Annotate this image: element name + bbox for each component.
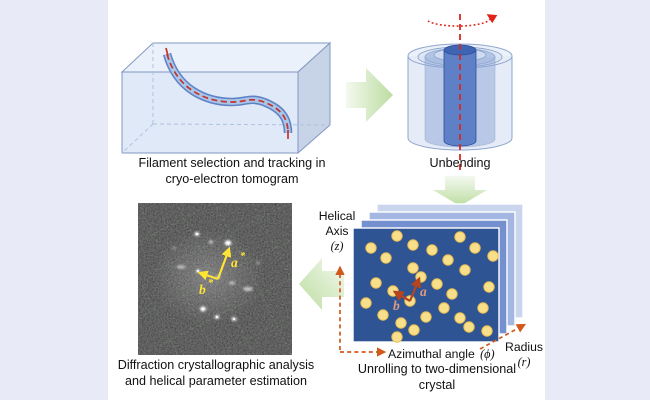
- unbending-caption: Unbending: [410, 156, 510, 172]
- crystal-caption-line1: Unrolling to two-dimensional: [357, 362, 517, 376]
- reciprocal-vector-a: [216, 246, 232, 280]
- lattice-dot: [360, 297, 372, 309]
- diffraction-spot-core: [196, 269, 200, 273]
- diffraction-spot: [228, 281, 236, 285]
- box-hidden-edges: [121, 43, 331, 154]
- resample-grid-line: [214, 315, 292, 355]
- rotation-arrow: [427, 14, 498, 27]
- resample-grid-line: [138, 203, 216, 243]
- tracking-line: [166, 53, 289, 134]
- lattice-dot: [483, 281, 495, 293]
- reciprocal-a-label: a: [231, 255, 238, 270]
- diffraction-spot: [176, 265, 186, 269]
- flow-arrow-left-shape: [299, 258, 344, 310]
- flow-arrow-down: [433, 176, 487, 206]
- diffraction-spot-core: [215, 315, 219, 319]
- diffraction-spot-core: [232, 317, 236, 321]
- unbending-cylinder-graphic: [407, 14, 513, 172]
- vector-a: [408, 276, 421, 302]
- flow-arrow-left: [299, 258, 344, 310]
- diffraction-spot: [172, 246, 176, 250]
- reciprocal-b-star: *: [208, 278, 214, 289]
- diffraction-spot-core: [195, 232, 199, 236]
- lattice-dot: [438, 302, 450, 314]
- helical-axis-label-line1: Helical: [318, 209, 356, 223]
- flow-arrow-right-shape: [346, 68, 393, 122]
- lattice-dot: [395, 317, 407, 329]
- diffraction-spot-core: [226, 241, 230, 245]
- lattice-dot: [380, 252, 392, 264]
- lattice-dot: [365, 242, 377, 254]
- reciprocal-b-label: b: [199, 282, 206, 297]
- vector-b-label: b: [393, 298, 400, 313]
- lattice-dot: [407, 239, 419, 251]
- crystal-caption: Unrolling to two-dimensional crystal: [342, 362, 532, 393]
- diffraction-pattern-graphic: a * b *: [138, 203, 292, 355]
- helical-axis-label: Helical Axis (z): [312, 209, 362, 255]
- lattice-vectors: [392, 276, 421, 302]
- lattice-dot: [377, 309, 389, 321]
- lattice-dot: [487, 250, 499, 262]
- lattice-dot: [391, 230, 403, 242]
- unbending-caption-text: Unbending: [429, 156, 491, 170]
- lattice-dot: [477, 302, 489, 314]
- diffraction-spot: [208, 240, 214, 244]
- diffraction-caption-line2: and helical parameter estimation: [124, 373, 307, 388]
- radius-label-text: Radius: [505, 340, 543, 354]
- lattice-dot: [454, 312, 466, 324]
- flow-arrow-down-shape: [433, 176, 487, 206]
- lattice-dot: [459, 264, 471, 276]
- lattice-dot: [387, 285, 399, 297]
- lattice-dot: [446, 288, 458, 300]
- reciprocal-a-star: *: [240, 251, 246, 262]
- resample-grid-line: [138, 276, 178, 355]
- lattice-dot: [370, 277, 382, 289]
- resample-grid-line: [252, 203, 292, 282]
- diffraction-spot: [243, 286, 253, 292]
- azimuthal-angle-label: Azimuthal angle (ϕ): [388, 347, 495, 362]
- diffraction-spot: [256, 261, 260, 265]
- tomogram-box-graphic: [120, 41, 332, 155]
- crystal-caption-line2: crystal: [418, 377, 456, 392]
- lattice-dot: [469, 242, 481, 254]
- radius-label: Radius (r): [502, 340, 546, 369]
- lattice-dot: [431, 278, 443, 290]
- diffraction-spot-core: [201, 307, 205, 311]
- resample-grid-line: [138, 203, 291, 281]
- helical-axis-label-line2: Axis: [325, 224, 349, 239]
- vector-a-label: a: [420, 284, 427, 299]
- lattice-dot: [442, 254, 454, 266]
- tomogram-caption-line1: Filament selection and tracking in: [138, 156, 326, 170]
- lattice-dot: [408, 324, 420, 336]
- tomogram-caption: Filament selection and tracking in cryo-…: [122, 156, 342, 187]
- box-front-face: [121, 71, 299, 154]
- diffraction-caption: Diffraction crystallographic analysis an…: [112, 358, 320, 389]
- diffraction-caption-line1: Diffraction crystallographic analysis: [117, 358, 315, 372]
- vector-b: [392, 290, 411, 302]
- tomogram-caption-line2: cryo-electron tomogram: [165, 171, 299, 186]
- diffraction-center-glow: [152, 229, 264, 325]
- resample-grid-line: [138, 203, 217, 355]
- lattice-dot: [454, 231, 466, 243]
- azimuthal-angle-text: Azimuthal angle: [388, 347, 475, 361]
- reciprocal-vectors: [197, 246, 232, 281]
- radius-axis-arrow: [479, 323, 527, 350]
- lattice-dot: [391, 331, 403, 343]
- flow-arrow-right: [346, 68, 393, 122]
- azimuthal-angle-symbol: (ϕ): [480, 347, 495, 361]
- reciprocal-vector-b: [197, 270, 219, 281]
- resample-grid-line: [213, 203, 292, 355]
- resample-grid-line: [139, 277, 292, 355]
- lattice-dot: [481, 325, 493, 337]
- diffraction-spots: [172, 231, 260, 322]
- crystal-sheets-graphic: a b: [335, 203, 527, 357]
- radius-label-symbol: (r): [517, 354, 531, 369]
- lattice-dot: [420, 311, 432, 323]
- lattice-dot: [463, 321, 475, 333]
- lattice-dot: [426, 244, 438, 256]
- helical-axis-label-symbol: (z): [330, 239, 344, 254]
- lattice-dot: [407, 262, 419, 274]
